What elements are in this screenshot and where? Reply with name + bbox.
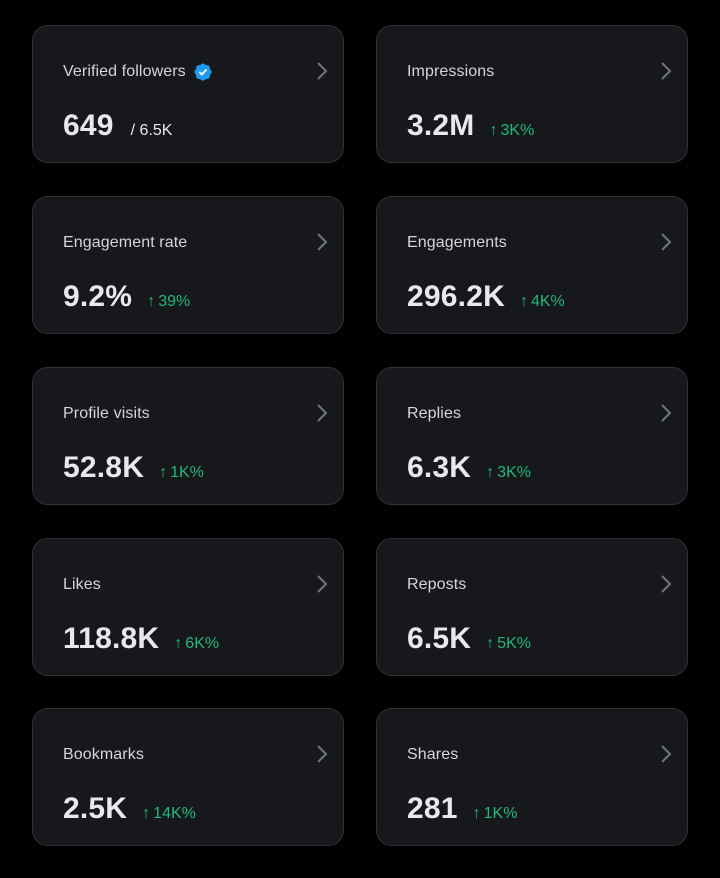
card-change-value: 1K% [483, 805, 518, 822]
card-profile-visits[interactable]: Profile visits 52.8K ↑ 1K% [32, 367, 344, 505]
arrow-up-icon: ↑ [489, 122, 498, 139]
card-reposts[interactable]: Reposts 6.5K ↑ 5K% [376, 538, 688, 676]
card-label-row: Engagement rate [63, 232, 187, 254]
chevron-right-icon[interactable] [315, 743, 329, 765]
card-bookmarks[interactable]: Bookmarks 2.5K ↑ 14K% [32, 708, 344, 846]
card-change: ↑ 3K% [486, 464, 531, 482]
card-change-value: 6K% [185, 635, 220, 652]
card-change: ↑ 39% [147, 293, 190, 311]
verified-badge-icon [193, 62, 213, 82]
card-label: Impressions [407, 63, 495, 80]
card-label-row: Bookmarks [63, 744, 144, 766]
card-change: ↑ 6K% [174, 635, 219, 653]
chevron-right-icon[interactable] [315, 573, 329, 595]
card-change-value: 1K% [170, 464, 204, 481]
card-value-row: 649 / 6.5K [63, 109, 172, 143]
card-change-value: 39% [158, 293, 191, 310]
card-value-row: 52.8K ↑ 1K% [63, 451, 204, 485]
arrow-up-icon: ↑ [147, 293, 156, 310]
card-value-row: 281 ↑ 1K% [407, 792, 517, 826]
card-change-value: 3K% [500, 122, 535, 139]
arrow-up-icon: ↑ [519, 293, 528, 310]
card-value: 52.8K [63, 451, 145, 484]
card-value: 9.2% [63, 280, 133, 313]
card-change: ↑ 1K% [473, 805, 518, 823]
chevron-right-icon[interactable] [659, 60, 673, 82]
card-change-value: 5K% [497, 635, 531, 652]
arrow-up-icon: ↑ [486, 635, 495, 652]
card-label: Shares [407, 746, 459, 763]
card-label-row: Verified followers [63, 61, 213, 83]
card-label-row: Impressions [407, 61, 494, 83]
card-value-row: 9.2% ↑ 39% [63, 280, 190, 314]
card-label: Engagements [407, 234, 507, 251]
card-engagement-rate[interactable]: Engagement rate 9.2% ↑ 39% [32, 196, 344, 334]
card-label-row: Engagements [407, 232, 507, 254]
card-change: ↑ 1K% [159, 464, 204, 482]
chevron-right-icon[interactable] [659, 402, 673, 424]
card-label-row: Profile visits [63, 403, 150, 425]
card-value-row: 2.5K ↑ 14K% [63, 792, 196, 826]
card-value-row: 3.2M ↑ 3K% [407, 109, 534, 143]
card-label: Verified followers [63, 63, 186, 80]
card-label-row: Likes [63, 574, 101, 596]
arrow-up-icon: ↑ [142, 805, 151, 822]
card-value: 296.2K [407, 280, 505, 313]
arrow-up-icon: ↑ [174, 635, 183, 652]
card-change: ↑ 4K% [520, 293, 565, 311]
card-change: ↑ 3K% [490, 122, 535, 140]
card-change-value: 14K% [153, 805, 196, 822]
arrow-up-icon: ↑ [486, 464, 495, 481]
card-value-row: 6.5K ↑ 5K% [407, 622, 531, 656]
card-value: 118.8K [63, 622, 160, 655]
card-label: Replies [407, 405, 462, 422]
card-value: 6.3K [407, 451, 472, 484]
chevron-right-icon[interactable] [659, 743, 673, 765]
card-label-row: Reposts [407, 574, 466, 596]
card-change-value: 3K% [497, 464, 531, 481]
card-label: Bookmarks [63, 746, 144, 763]
card-label-row: Shares [407, 744, 458, 766]
card-change-value: 4K% [530, 293, 565, 310]
card-total: / 6.5K [130, 122, 173, 139]
card-impressions[interactable]: Impressions 3.2M ↑ 3K% [376, 25, 688, 163]
card-value: 2.5K [63, 792, 128, 825]
chevron-right-icon[interactable] [315, 60, 329, 82]
card-value: 281 [407, 792, 458, 825]
card-label: Likes [63, 576, 101, 593]
card-label: Reposts [407, 576, 467, 593]
card-value: 3.2M [407, 109, 475, 142]
card-value-row: 118.8K ↑ 6K% [63, 622, 219, 656]
card-replies[interactable]: Replies 6.3K ↑ 3K% [376, 367, 688, 505]
card-value: 6.5K [407, 622, 472, 655]
card-change: ↑ 14K% [142, 805, 196, 823]
card-likes[interactable]: Likes 118.8K ↑ 6K% [32, 538, 344, 676]
chevron-right-icon[interactable] [315, 402, 329, 424]
card-value-row: 6.3K ↑ 3K% [407, 451, 531, 485]
card-verified-followers[interactable]: Verified followers 649 / 6.5K [32, 25, 344, 163]
card-label-row: Replies [407, 403, 461, 425]
card-label: Engagement rate [63, 234, 188, 251]
card-label: Profile visits [63, 405, 150, 422]
card-engagements[interactable]: Engagements 296.2K ↑ 4K% [376, 196, 688, 334]
card-shares[interactable]: Shares 281 ↑ 1K% [376, 708, 688, 846]
chevron-right-icon[interactable] [659, 573, 673, 595]
chevron-right-icon[interactable] [659, 231, 673, 253]
card-change: ↑ 5K% [486, 635, 531, 653]
card-value-row: 296.2K ↑ 4K% [407, 280, 565, 314]
card-value: 649 [63, 109, 114, 142]
arrow-up-icon: ↑ [159, 464, 168, 481]
chevron-right-icon[interactable] [315, 231, 329, 253]
arrow-up-icon: ↑ [472, 805, 481, 822]
